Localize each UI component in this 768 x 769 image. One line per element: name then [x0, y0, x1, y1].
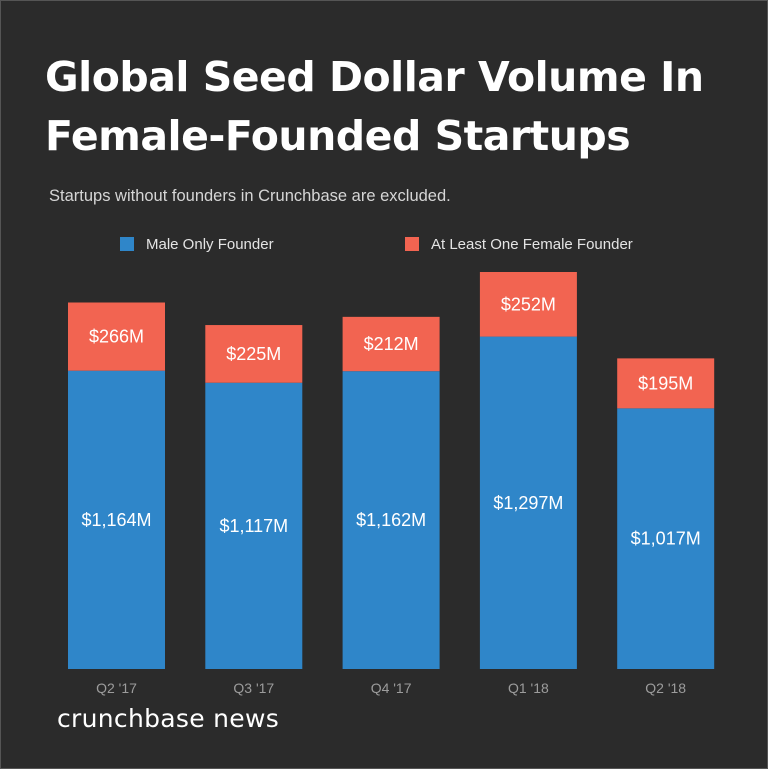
data-label-male-3: $1,297M: [493, 493, 563, 513]
bar-female-0: [68, 302, 165, 371]
bar-male-2: [342, 371, 440, 669]
data-label-male-0: $1,164M: [81, 510, 151, 530]
x-tick-label-1: Q3 '17: [233, 680, 274, 696]
legend-item-male: Male Only Founder: [120, 234, 274, 254]
legend-item-female: At Least One Female Founder: [405, 234, 633, 254]
chart-title: Global Seed Dollar Volume In Female-Foun…: [45, 53, 704, 160]
legend-label-female: At Least One Female Founder: [431, 235, 633, 253]
legend-swatch-female: [405, 237, 419, 251]
bar-male-0: [68, 370, 165, 669]
legend: Male Only Founder At Least One Female Fo…: [0, 234, 768, 254]
bar-female-4: [617, 358, 715, 409]
data-label-female-0: $266M: [89, 327, 144, 347]
x-tick-label-3: Q1 '18: [508, 680, 549, 696]
data-label-female-3: $252M: [501, 294, 556, 314]
x-tick-label-2: Q4 '17: [371, 680, 412, 696]
brand-logo-text: crunchbase news: [57, 704, 280, 733]
legend-label-male: Male Only Founder: [146, 235, 274, 253]
data-label-male-1: $1,117M: [219, 516, 288, 536]
bar-female-2: [342, 316, 440, 372]
bar-male-1: [205, 382, 303, 669]
bar-male-4: [617, 408, 715, 669]
legend-swatch-male: [120, 237, 134, 251]
data-label-male-2: $1,162M: [356, 510, 426, 530]
bar-female-3: [479, 272, 577, 337]
data-label-female-4: $195M: [638, 373, 693, 393]
x-tick-label-4: Q2 '18: [645, 680, 686, 696]
bar-female-1: [205, 325, 303, 383]
data-label-female-1: $225M: [226, 344, 281, 364]
data-label-female-2: $212M: [364, 334, 419, 354]
chart-subtitle: Startups without founders in Crunchbase …: [49, 187, 451, 205]
data-label-male-4: $1,017M: [631, 529, 701, 549]
x-tick-label-0: Q2 '17: [96, 680, 137, 696]
bar-male-3: [479, 336, 577, 669]
